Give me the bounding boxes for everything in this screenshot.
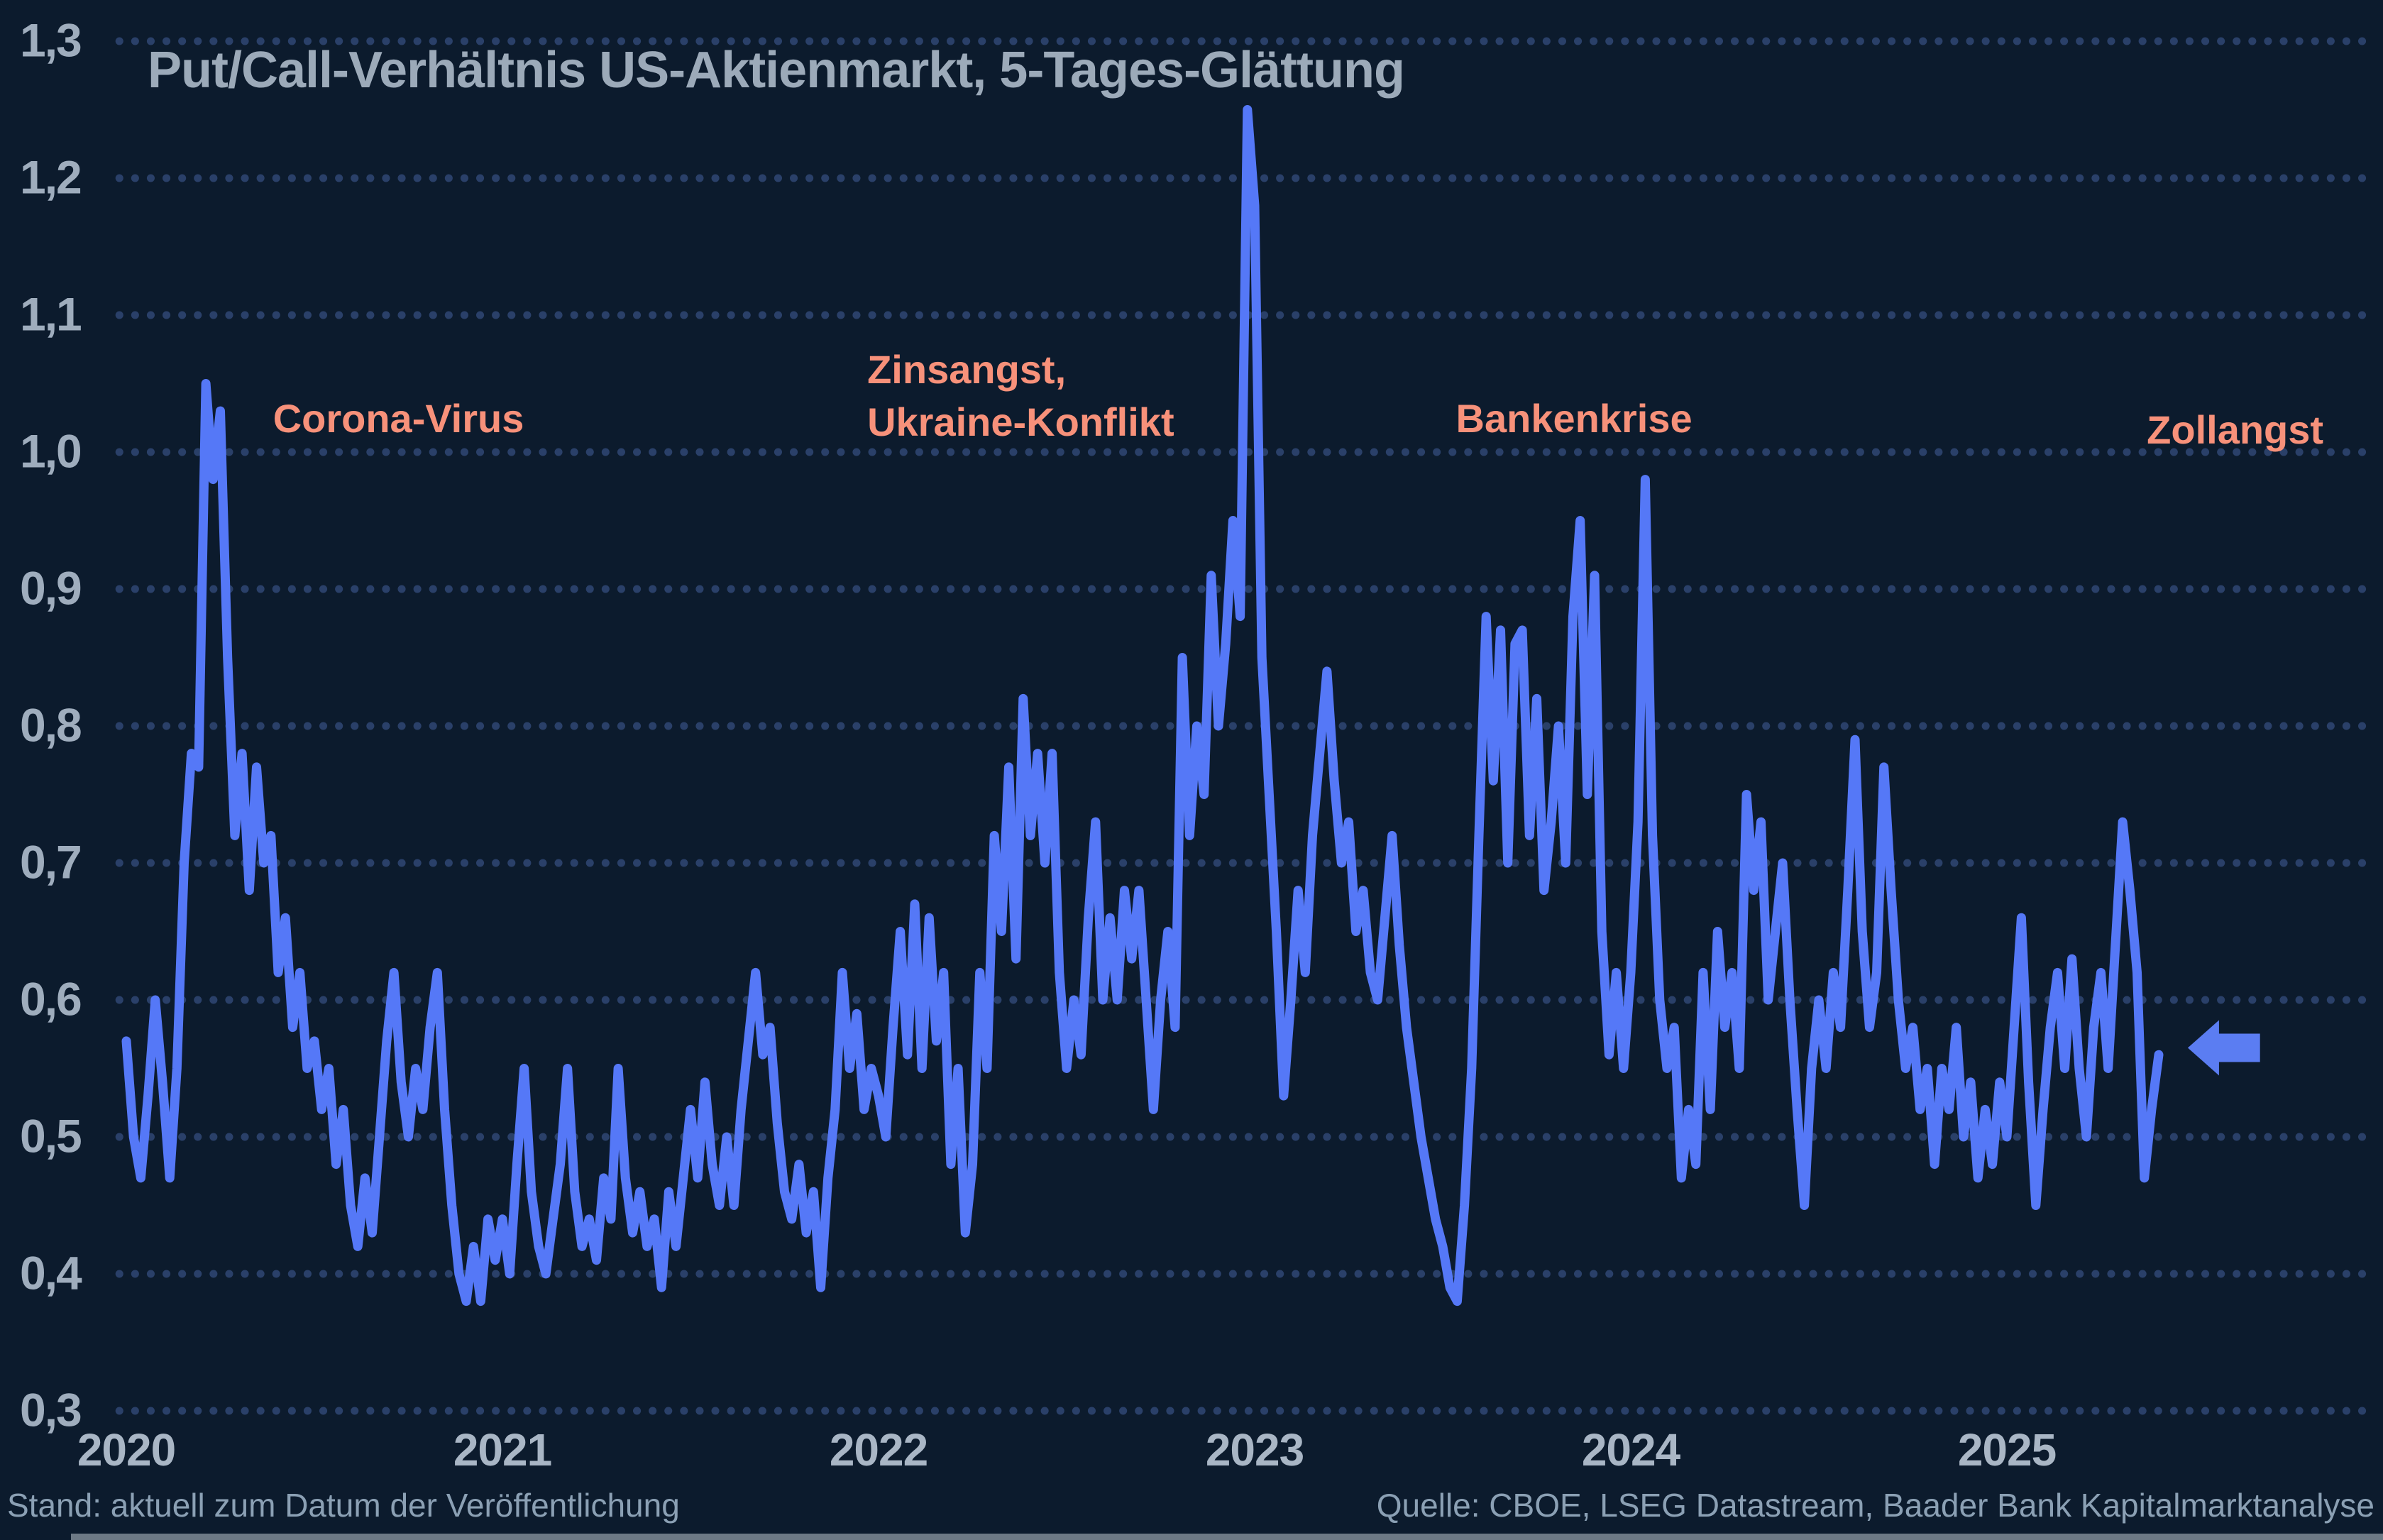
- x-tick-label-2024: 2024: [1581, 1424, 1680, 1475]
- bottom-divider: [71, 1534, 2383, 1540]
- y-tick-label-1-3: 1,3: [20, 13, 82, 67]
- y-tick-label-0-8: 0,8: [20, 698, 82, 752]
- y-tick-label-0-7: 0,7: [20, 835, 82, 889]
- x-tick-label-2023: 2023: [1205, 1424, 1304, 1475]
- y-tick-label-1-1: 1,1: [20, 287, 82, 341]
- x-tick-label-2025: 2025: [1957, 1424, 2057, 1475]
- y-tick-label-1-0: 1,0: [20, 424, 82, 478]
- chart-title: Put/Call-Verhältnis US-Aktienmarkt, 5-Ta…: [148, 42, 1405, 99]
- status-note: Stand: aktuell zum Datum der Veröffentli…: [7, 1487, 680, 1524]
- y-tick-label-0-4: 0,4: [20, 1246, 82, 1299]
- y-tick-label-0-5: 0,5: [20, 1109, 82, 1162]
- current-value-arrow-icon: [2187, 1020, 2260, 1076]
- source-note: Quelle: CBOE, LSEG Datastream, Baader Ba…: [1376, 1487, 2374, 1524]
- x-tick-label-2021: 2021: [453, 1424, 552, 1475]
- x-tick-label-2020: 2020: [77, 1424, 176, 1475]
- putcall-line: [121, 105, 2164, 1307]
- y-tick-label-1-2: 1,2: [20, 150, 82, 204]
- annotation-bankenkrise: Bankenkrise: [1455, 396, 1693, 441]
- x-tick-label-2022: 2022: [829, 1424, 928, 1475]
- annotation-corona-virus: Corona-Virus: [273, 396, 524, 441]
- y-tick-label-0-9: 0,9: [20, 561, 82, 615]
- annotation-zollangst: Zollangst: [2147, 407, 2324, 452]
- y-tick-label-0-6: 0,6: [20, 972, 82, 1025]
- annotation-zinsangst-ukraine-konflikt: Zinsangst, Ukraine-Konflikt: [867, 346, 1174, 444]
- y-tick-label-0-3: 0,3: [20, 1383, 82, 1436]
